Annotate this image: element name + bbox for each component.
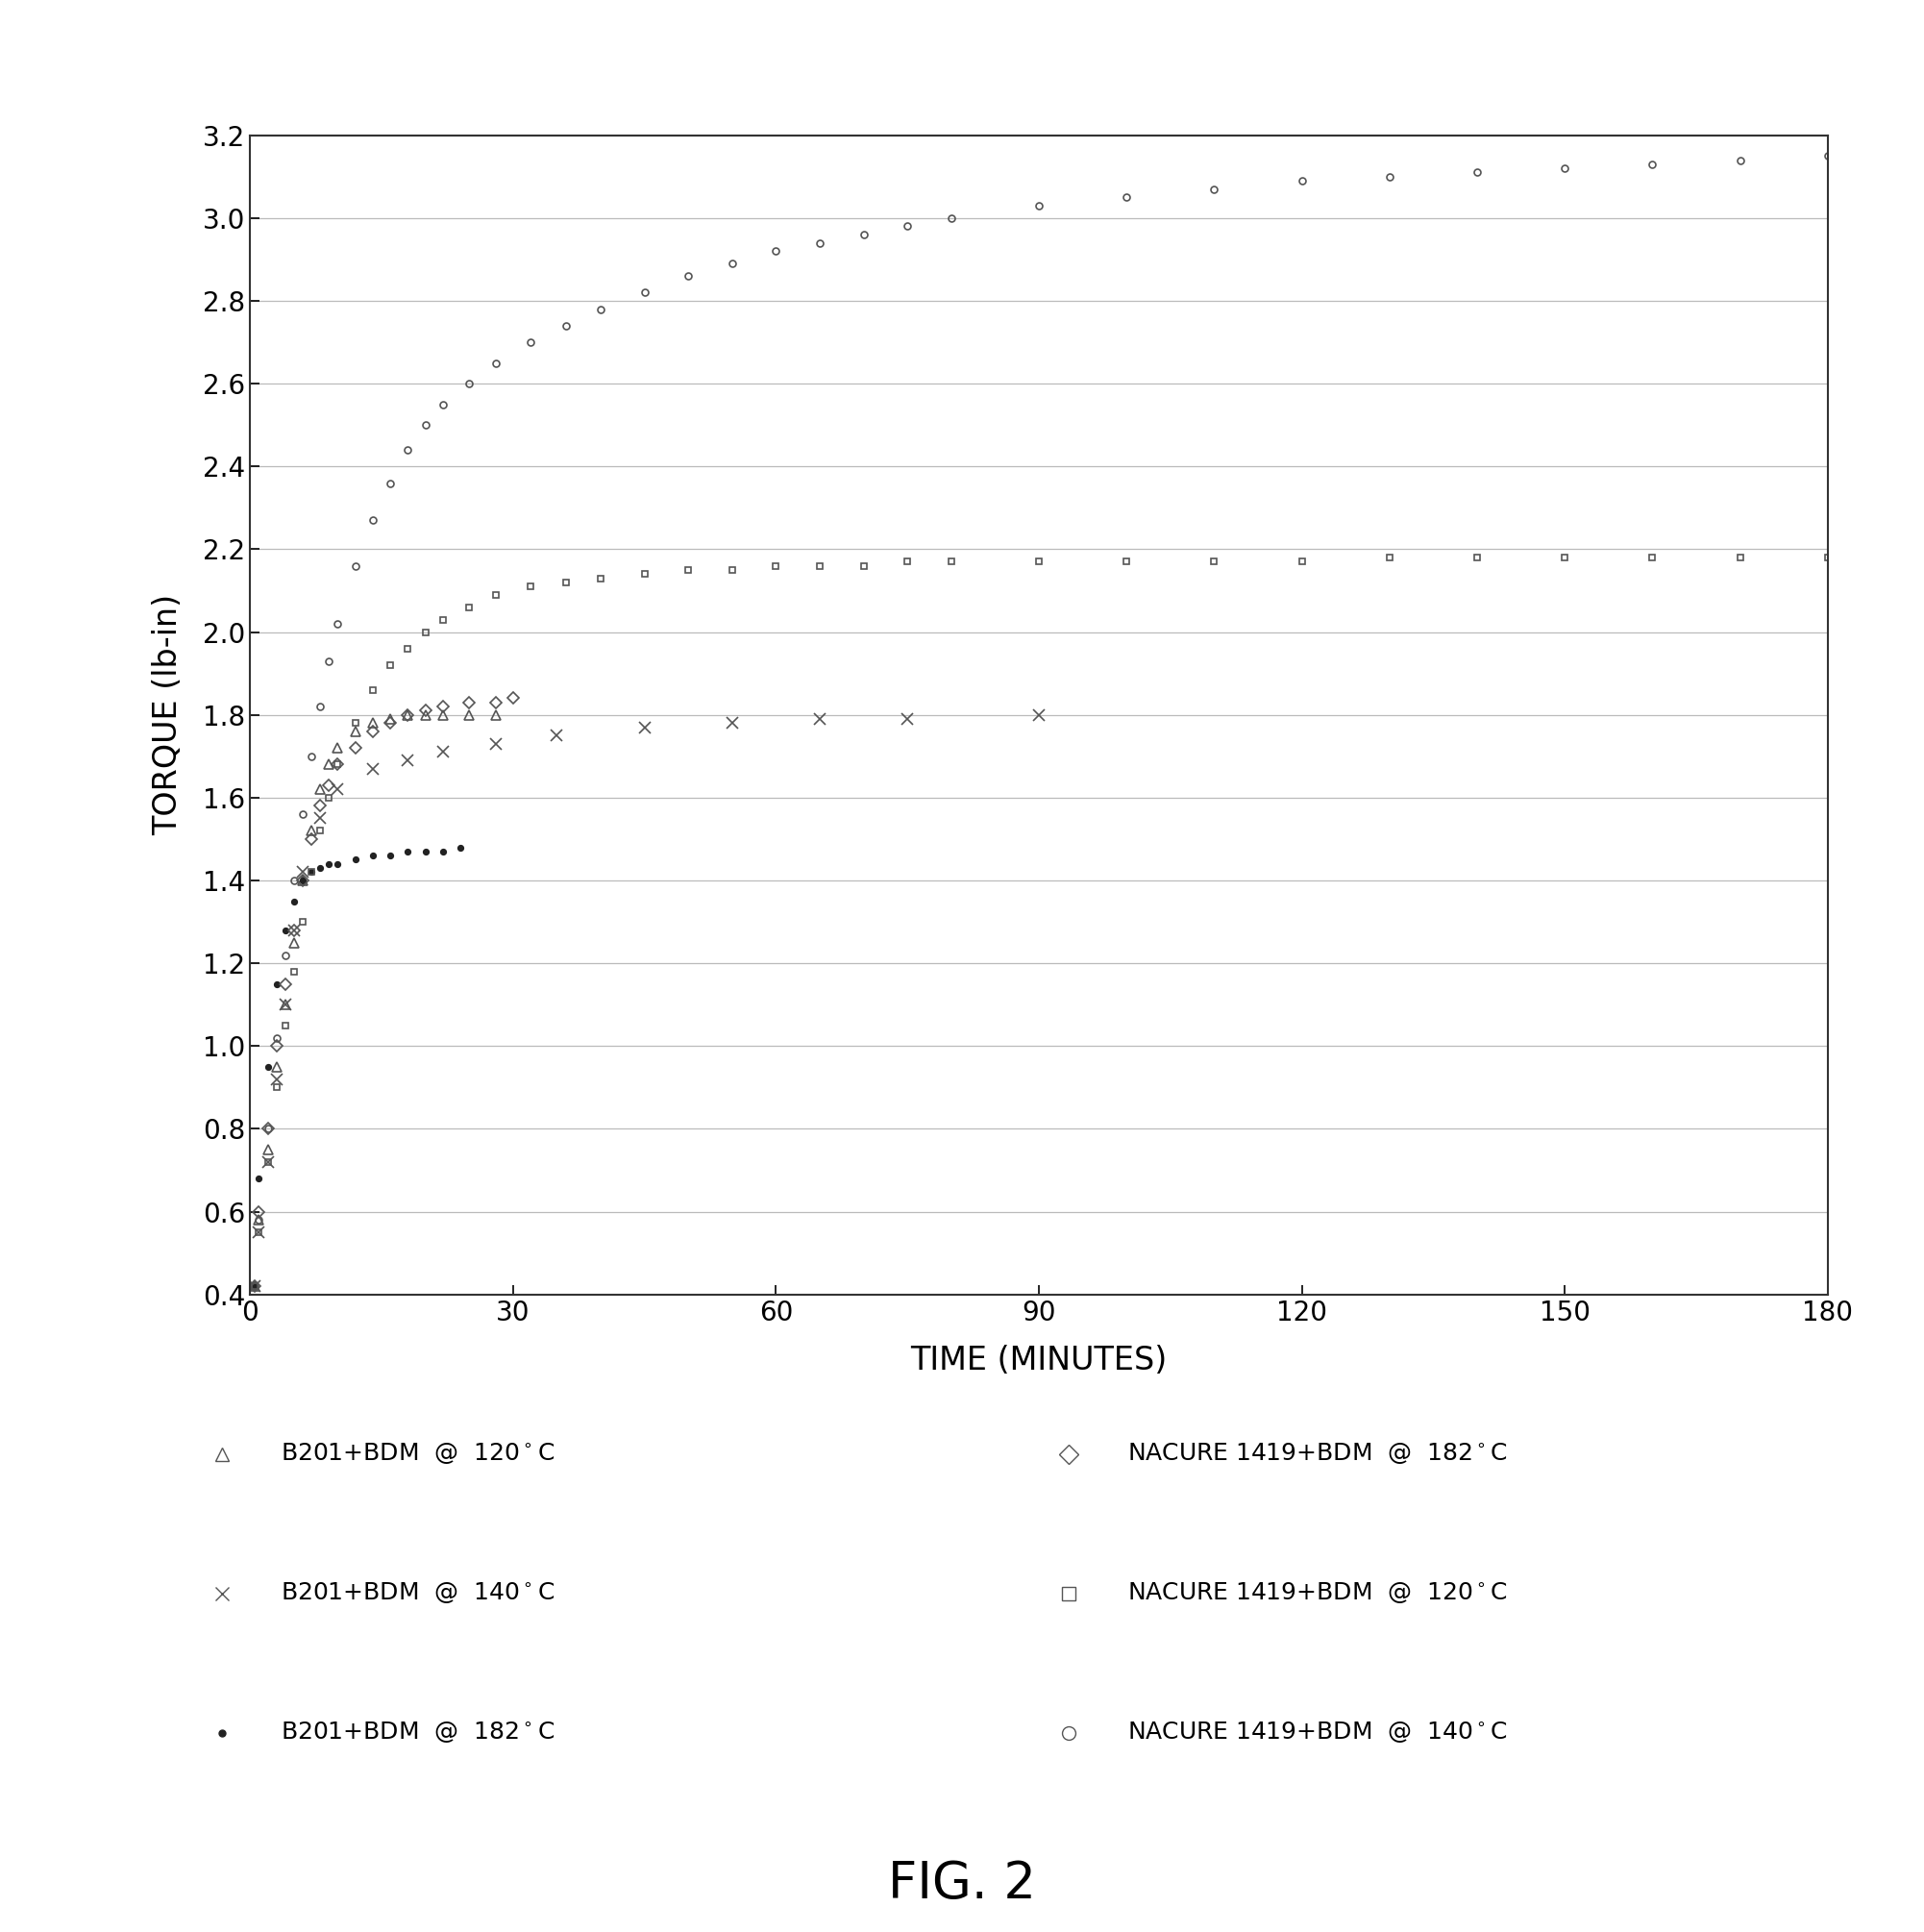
Text: B201+BDM  @  182$^\circ$C: B201+BDM @ 182$^\circ$C	[281, 1719, 554, 1745]
Text: NACURE 1419+BDM  @  140$^\circ$C: NACURE 1419+BDM @ 140$^\circ$C	[1127, 1719, 1508, 1745]
X-axis label: TIME (MINUTES): TIME (MINUTES)	[910, 1345, 1168, 1376]
Text: NACURE 1419+BDM  @  182$^\circ$C: NACURE 1419+BDM @ 182$^\circ$C	[1127, 1441, 1508, 1466]
Text: B201+BDM  @  140$^\circ$C: B201+BDM @ 140$^\circ$C	[281, 1580, 554, 1605]
Y-axis label: TORQUE (lb-in): TORQUE (lb-in)	[152, 595, 185, 835]
Text: FIG. 2: FIG. 2	[889, 1859, 1035, 1909]
Text: NACURE 1419+BDM  @  120$^\circ$C: NACURE 1419+BDM @ 120$^\circ$C	[1127, 1580, 1508, 1605]
Text: B201+BDM  @  120$^\circ$C: B201+BDM @ 120$^\circ$C	[281, 1441, 554, 1466]
